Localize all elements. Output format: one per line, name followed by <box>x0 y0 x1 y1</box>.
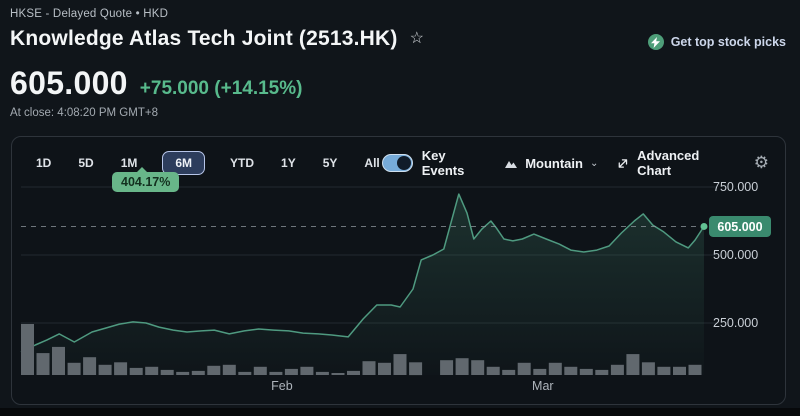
favorite-star-icon[interactable]: ☆ <box>409 30 424 47</box>
volume-bar <box>533 368 547 375</box>
y-axis-label-750: 750.000 <box>713 180 758 194</box>
volume-bar <box>502 369 516 375</box>
next-section-edge <box>0 408 800 416</box>
volume-bar <box>579 368 593 375</box>
volume-bar <box>300 366 314 375</box>
volume-bar <box>331 373 345 375</box>
volume-bar <box>191 370 205 375</box>
tab-range-5d[interactable]: 5D <box>78 156 94 170</box>
chart-type-dropdown[interactable]: Mountain ⌄ <box>504 156 598 171</box>
volume-bar <box>67 362 81 375</box>
volume-bar <box>36 353 50 375</box>
toggle-switch-icon[interactable] <box>381 154 413 172</box>
exchange-line: HKSE - Delayed Quote • HKD <box>10 8 169 20</box>
volume-bar <box>52 346 65 375</box>
mountain-icon <box>505 160 518 168</box>
last-price-dot <box>700 222 708 230</box>
volume-bar <box>673 366 686 375</box>
tab-range-all[interactable]: All <box>364 156 380 170</box>
quote-header: HKSE - Delayed Quote • HKD Knowledge Atl… <box>0 0 800 51</box>
volume-bar <box>440 360 454 375</box>
volume-bar <box>362 361 376 375</box>
chart-type-label: Mountain <box>525 155 583 171</box>
volume-bar <box>455 358 469 375</box>
volume-bar <box>657 366 671 375</box>
tab-range-6m[interactable]: 6M <box>162 151 206 175</box>
volume-bar <box>284 368 298 375</box>
volume-bar <box>548 362 562 375</box>
current-price: 605.000 <box>10 65 128 101</box>
volume-bar <box>83 357 97 375</box>
volume-bar <box>207 365 221 375</box>
spark-icon <box>647 34 664 50</box>
key-events-toggle[interactable]: Key Events <box>381 148 485 178</box>
volume-bar <box>610 364 624 375</box>
volume-bar <box>517 362 531 375</box>
chart-toolbar: 1D 5D 1M 6M YTD 1Y 5Y All Key Events Mountain ⌄… <box>12 137 785 178</box>
tab-range-1y[interactable]: 1Y <box>281 156 296 170</box>
advanced-chart-button[interactable]: Advanced Chart <box>617 148 727 178</box>
expand-diagonal-icon <box>618 158 628 168</box>
volume-bar <box>393 354 407 375</box>
range-gain-badge: 404.17% <box>112 167 180 192</box>
volume-bar <box>269 371 283 375</box>
volume-bar <box>347 370 360 375</box>
volume-bar <box>176 371 190 375</box>
volume-bar <box>129 367 143 375</box>
price-line <box>20 193 705 353</box>
volume-bar <box>315 371 329 375</box>
current-price-axis-badge <box>709 215 771 237</box>
chevron-down-icon: ⌄ <box>589 157 599 169</box>
volume-bar <box>486 366 500 375</box>
gear-icon[interactable]: ⚙ <box>753 153 769 173</box>
key-events-label: Key Events <box>421 148 465 178</box>
volume-bar <box>595 369 609 375</box>
price-area-fill <box>21 194 704 375</box>
volume-bar <box>114 362 128 376</box>
volume-bar <box>145 366 159 375</box>
volume-bar <box>409 362 423 376</box>
chart-card: 750.000 500.000 250.000 Feb Mar 605.000 1D 5D 1… <box>11 136 786 405</box>
tab-range-1m[interactable]: 1M <box>120 156 138 170</box>
y-axis-label-500: 500.000 <box>713 248 758 262</box>
volume-bar <box>238 371 252 375</box>
y-axis-label-250: 250.000 <box>713 316 758 330</box>
current-price-axis-label: 605.000 <box>717 220 762 234</box>
tab-range-5y[interactable]: 5Y <box>322 156 338 170</box>
tab-range-1d[interactable]: 1D <box>36 156 52 170</box>
time-range-tabs: 1D 5D 1M 6M YTD 1Y 5Y All <box>34 151 382 175</box>
volume-bar <box>471 360 485 375</box>
advanced-chart-label: Advanced Chart <box>637 148 700 178</box>
price-change: +75.000 (+14.15%) <box>139 78 303 99</box>
x-axis-label-mar: Mar <box>532 379 554 393</box>
page-title: Knowledge Atlas Tech Joint (2513.HK) <box>10 27 398 50</box>
volume-bar <box>564 366 578 375</box>
x-axis-label-feb: Feb <box>271 379 293 393</box>
volume-bar <box>98 364 112 375</box>
volume-bar <box>222 364 236 375</box>
volume-bar <box>641 362 655 376</box>
at-close-timestamp: At close: 4:08:20 PM GMT+8 <box>10 107 158 119</box>
volume-bar <box>21 324 34 375</box>
price-chart-svg[interactable]: 750.000 500.000 250.000 Feb Mar 605.000 <box>12 137 785 404</box>
volume-bar <box>378 362 391 375</box>
volume-bar <box>160 369 174 375</box>
volume-bar <box>626 354 640 375</box>
tab-range-ytd[interactable]: YTD <box>230 156 255 170</box>
volume-bar <box>688 364 702 375</box>
promo-label: Get top stock picks <box>670 35 786 49</box>
get-top-stock-picks-link[interactable]: Get top stock picks <box>647 34 786 50</box>
volume-bar <box>253 366 267 375</box>
